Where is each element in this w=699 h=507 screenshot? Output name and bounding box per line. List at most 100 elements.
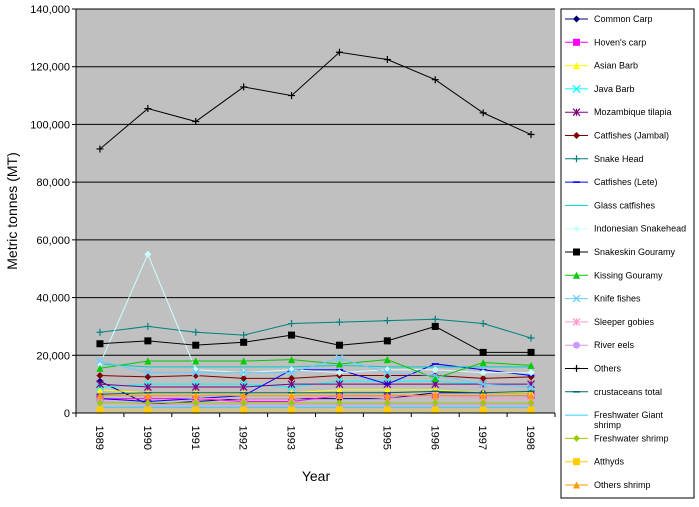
data-point: [287, 368, 296, 377]
data-point: [383, 392, 391, 400]
legend-label: Kissing Gouramy: [594, 270, 663, 280]
legend-marker: [572, 108, 581, 117]
data-point: [240, 83, 248, 91]
y-tick-label: 0: [64, 408, 70, 420]
data-point: [527, 131, 535, 139]
data-point: [431, 399, 439, 407]
data-point: [383, 386, 391, 394]
data-point: [240, 406, 248, 414]
data-point: [335, 380, 344, 389]
legend-label: Hoven's carp: [594, 37, 646, 47]
data-point: [431, 315, 439, 323]
data-point: [96, 328, 104, 336]
x-axis-ticks: 1989 1990 1991 1992 1993 1994 1995 1996 1997 1998: [75, 413, 556, 450]
data-point: [383, 406, 391, 414]
data-point: [479, 374, 487, 382]
data-point: [479, 109, 487, 117]
legend: Common Carp Hoven's carp Asian Barb Java Ba…: [565, 14, 686, 490]
data-point: [479, 406, 487, 414]
data-point: [527, 348, 535, 356]
series-line: [99, 318, 532, 339]
legend-item: Catfishes (Lete): [565, 177, 658, 187]
series-line: [99, 390, 532, 395]
data-point: [192, 392, 200, 400]
legend-label: Freshwater Giant: [594, 410, 664, 420]
data-point: [96, 340, 104, 348]
x-tick-label: 1991: [189, 426, 201, 450]
data-point: [240, 374, 248, 382]
data-point: [288, 374, 296, 382]
x-tick-label: 1997: [476, 426, 488, 450]
data-point: [240, 357, 248, 365]
legend-item: Others: [565, 364, 622, 374]
y-tick-label: 140,000: [30, 4, 70, 16]
legend-marker: [573, 481, 580, 489]
data-point: [288, 392, 296, 400]
legend-item: Mozambique tilapia: [565, 107, 672, 117]
data-point: [335, 392, 343, 400]
plot-area: [76, 9, 555, 413]
legend-marker: [573, 458, 580, 466]
legend-label: Snakeskin Gouramy: [594, 247, 676, 257]
data-point: [479, 399, 487, 407]
legend-label: shrimp: [594, 420, 621, 430]
series-15: [96, 48, 535, 153]
legend-label: Atthyds: [594, 457, 625, 467]
series-line: [99, 359, 532, 379]
series-line: [99, 395, 532, 400]
data-point: [192, 399, 200, 407]
y-axis-title: Metric tonnes (MT): [4, 152, 20, 269]
series-line: [99, 374, 532, 379]
data-point: [383, 56, 391, 63]
legend-marker: [573, 15, 580, 23]
legend-marker: [573, 225, 580, 233]
data-point: [335, 341, 343, 349]
series-lines: [96, 48, 535, 414]
data-point: [431, 371, 440, 380]
data-point: [143, 368, 152, 377]
legend-item: Knife fishes: [565, 294, 641, 304]
legend-marker: [573, 365, 580, 372]
x-tick-label: 1989: [93, 426, 105, 450]
legend-item: Java Barb: [565, 84, 635, 94]
data-point: [383, 399, 391, 407]
data-point: [191, 383, 200, 391]
legend-item: Freshwater shrimp: [565, 433, 669, 443]
y-tick-label: 120,000: [30, 62, 70, 74]
data-point: [288, 92, 296, 100]
data-point: [288, 356, 296, 364]
data-point: [192, 406, 200, 414]
data-point: [144, 337, 152, 345]
x-tick-label: 1993: [285, 426, 297, 450]
data-point: [240, 331, 248, 339]
data-point: [479, 320, 487, 328]
legend-marker: [573, 271, 580, 279]
series-18: [96, 399, 535, 407]
legend-label: River eels: [594, 340, 635, 350]
data-point: [144, 406, 152, 414]
legend-item: Snake Head: [565, 154, 644, 164]
x-tick-label: 1996: [428, 426, 440, 450]
data-point: [192, 118, 200, 126]
data-point: [431, 374, 439, 382]
legend-label: Mozambique tilapia: [594, 107, 672, 117]
data-point: [288, 320, 296, 328]
data-point: [143, 383, 152, 391]
legend-item: crustaceans total: [565, 387, 662, 397]
series-19: [96, 406, 535, 414]
data-point: [144, 392, 152, 400]
data-point: [479, 348, 487, 356]
legend-marker: [573, 38, 580, 46]
data-point: [479, 369, 487, 377]
data-point: [239, 368, 248, 377]
data-point: [144, 250, 152, 258]
legend-item: Glass catfishes: [565, 200, 656, 210]
data-point: [96, 406, 104, 414]
data-point: [191, 368, 200, 377]
legend-label: Indonesian Snakehead: [594, 224, 686, 234]
series-8: [99, 363, 532, 368]
legend-marker: [572, 294, 581, 303]
y-axis-ticks: 0 20,000 40,000 60,000 80,000 100,000 120,000 1…: [30, 4, 76, 420]
data-point: [96, 392, 104, 400]
